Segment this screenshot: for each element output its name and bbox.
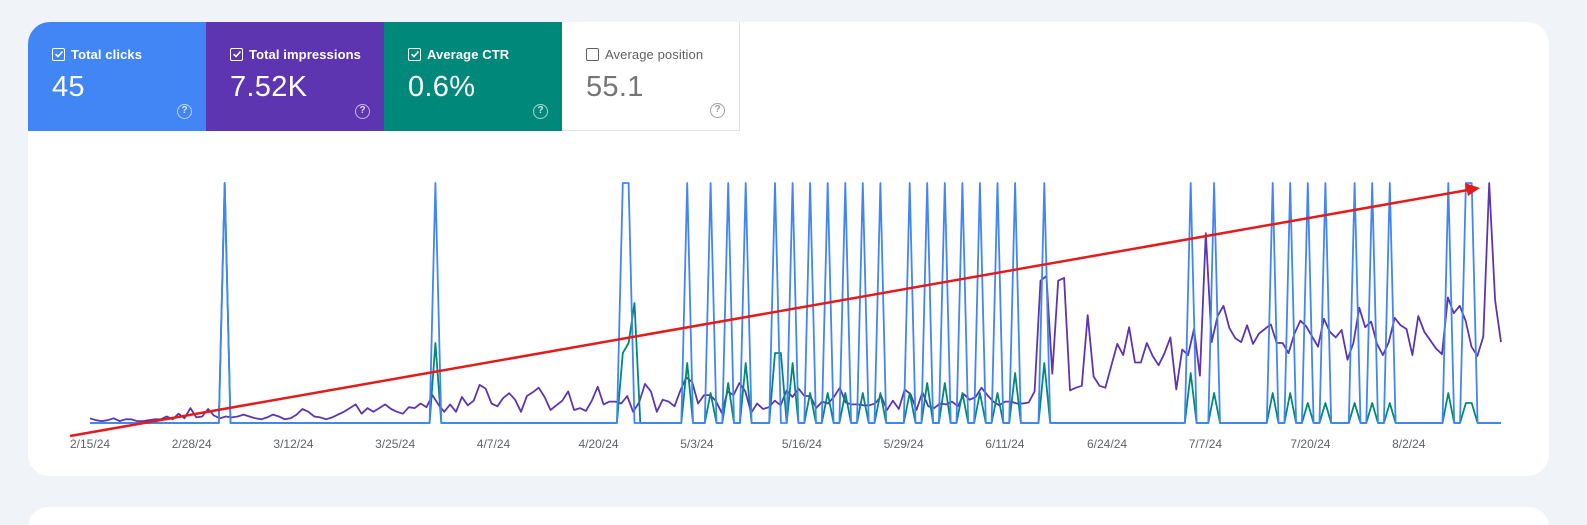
performance-chart: 2/15/24 2/28/24 3/12/24 3/25/24 4/7/24 4/20/2…: [69, 182, 1502, 451]
x-tick-label: 3/12/24: [273, 437, 313, 451]
help-icon[interactable]: ?: [533, 104, 548, 119]
x-tick-label: 5/16/24: [782, 437, 822, 451]
x-tick-label: 6/24/24: [1087, 437, 1127, 451]
metric-value: 7.52K: [230, 71, 308, 103]
x-tick-label: 4/7/24: [477, 437, 511, 451]
performance-card: Total clicks 45 ? Total impressions 7.52…: [28, 22, 1549, 476]
help-icon[interactable]: ?: [177, 104, 192, 119]
help-icon[interactable]: ?: [355, 104, 370, 119]
metric-label: Average CTR: [427, 46, 510, 62]
metric-total-impressions[interactable]: Total impressions 7.52K ?: [206, 22, 384, 131]
x-tick-label: 8/2/24: [1392, 437, 1426, 451]
metric-value: 55.1: [586, 71, 644, 103]
x-tick-label: 5/3/24: [680, 437, 714, 451]
trend-arrow-line: [69, 188, 1469, 438]
checkbox-checked-icon[interactable]: [230, 47, 243, 61]
x-tick-label: 2/28/24: [172, 437, 212, 451]
help-icon[interactable]: ?: [710, 103, 725, 118]
metric-selector: Total clicks 45 ? Total impressions 7.52…: [28, 22, 740, 131]
metric-value: 0.6%: [408, 71, 476, 103]
x-tick-label: 6/11/24: [985, 437, 1024, 451]
checkbox-checked-icon[interactable]: [408, 47, 421, 61]
secondary-card: [28, 507, 1549, 525]
metric-label: Total impressions: [249, 46, 361, 62]
checkbox-unchecked-icon[interactable]: [586, 47, 599, 61]
checkbox-checked-icon[interactable]: [52, 47, 65, 61]
trend-arrow: [69, 183, 1480, 438]
metric-average-ctr[interactable]: Average CTR 0.6% ?: [384, 22, 562, 131]
x-axis-ticks: 2/15/24 2/28/24 3/12/24 3/25/24 4/7/24 4/20/2…: [70, 437, 1426, 451]
metric-average-position[interactable]: Average position 55.1 ?: [562, 22, 740, 131]
x-tick-label: 7/20/24: [1290, 437, 1330, 451]
x-tick-label: 5/29/24: [884, 437, 924, 451]
trend-arrow-head-icon: [1465, 183, 1480, 196]
chart-series: [89, 182, 1502, 424]
series-line-total-clicks: [90, 182, 1501, 424]
metric-label: Total clicks: [71, 46, 143, 62]
metric-total-clicks[interactable]: Total clicks 45 ?: [28, 22, 206, 131]
x-tick-label: 4/20/24: [579, 437, 619, 451]
x-tick-label: 3/25/24: [375, 437, 415, 451]
metric-value: 45: [52, 71, 85, 103]
x-tick-label: 7/7/24: [1189, 437, 1223, 451]
metric-label: Average position: [605, 46, 704, 62]
x-tick-label: 2/15/24: [70, 437, 110, 451]
